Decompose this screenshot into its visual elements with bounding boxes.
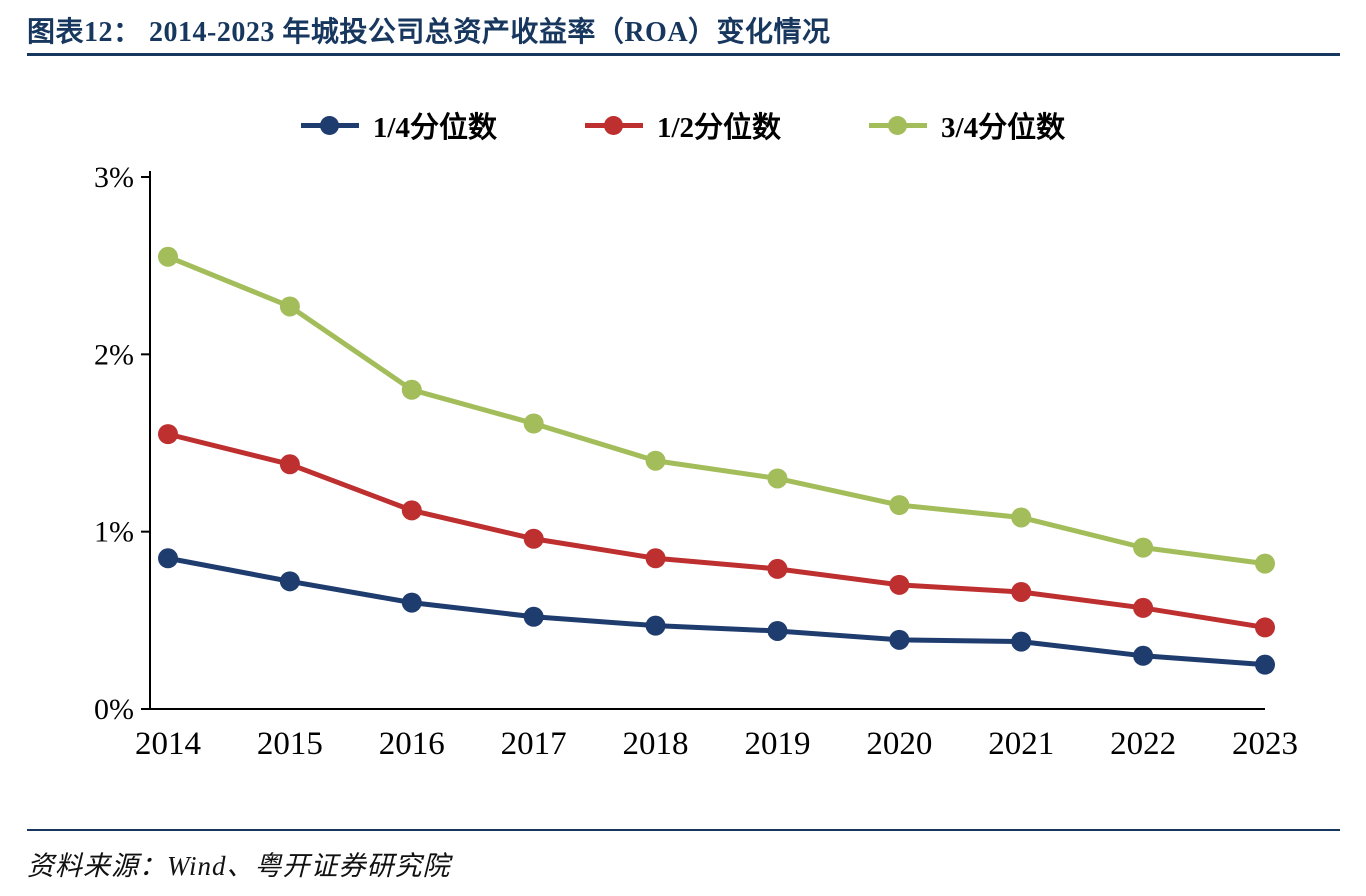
legend-dot-median xyxy=(603,116,623,135)
legend-label-median: 1/2分位数 xyxy=(656,112,782,144)
legend-label-q1: 1/4分位数 xyxy=(372,112,497,144)
data-point-3/4分位数-2020 xyxy=(889,495,910,516)
data-point-3/4分位数-2018 xyxy=(645,450,666,471)
x-tick-label: 2019 xyxy=(744,726,810,762)
footer-divider xyxy=(27,829,1340,831)
data-point-1/4分位数-2016 xyxy=(401,592,422,613)
x-tick-label: 2020 xyxy=(866,726,932,762)
chart-area: 0% 1% 2% 3% 2014 2015 2016 2017 2018 2019 2020 2021… xyxy=(60,161,1310,787)
data-point-3/4分位数-2015 xyxy=(279,296,300,317)
legend-marker-median-icon xyxy=(584,115,643,135)
y-tick-label: 1% xyxy=(94,516,134,549)
data-point-3/4分位数-2014 xyxy=(158,246,178,267)
data-point-1/2分位数-2017 xyxy=(523,528,544,549)
legend-label-q3: 3/4分位数 xyxy=(941,112,1066,144)
data-point-1/4分位数-2018 xyxy=(645,615,666,636)
legend-item-q1: 1/4分位数 xyxy=(300,104,497,146)
legend-marker-q1-icon xyxy=(300,115,359,135)
data-point-1/4分位数-2017 xyxy=(523,606,544,627)
data-point-3/4分位数-2016 xyxy=(401,379,422,400)
data-point-3/4分位数-2017 xyxy=(523,413,544,434)
x-tick-label: 2014 xyxy=(135,726,201,762)
data-point-1/4分位数-2023 xyxy=(1255,654,1275,675)
data-point-3/4分位数-2022 xyxy=(1133,537,1154,558)
legend-dot-q3 xyxy=(888,116,908,135)
y-tick-label: 3% xyxy=(94,162,134,194)
y-tick-label: 0% xyxy=(94,693,134,726)
x-tick-label: 2016 xyxy=(379,726,445,762)
x-tick-label: 2015 xyxy=(257,726,323,762)
data-point-1/2分位数-2015 xyxy=(279,454,300,475)
x-tick-label: 2023 xyxy=(1232,726,1298,762)
data-point-1/2分位数-2022 xyxy=(1133,597,1154,618)
data-point-1/4分位数-2022 xyxy=(1133,645,1154,666)
data-point-3/4分位数-2019 xyxy=(767,468,788,489)
title-divider xyxy=(27,53,1340,56)
data-point-1/4分位数-2020 xyxy=(889,629,910,650)
data-point-1/2分位数-2021 xyxy=(1011,581,1032,602)
data-point-3/4分位数-2021 xyxy=(1011,507,1032,528)
page-title: 图表12： 2014-2023 年城投公司总资产收益率（ROA）变化情况 xyxy=(27,17,831,48)
data-point-1/4分位数-2019 xyxy=(767,620,788,641)
y-tick-label: 2% xyxy=(94,338,134,371)
roa-line-chart: 0% 1% 2% 3% 2014 2015 2016 2017 2018 2019 2020 2021… xyxy=(94,161,1298,762)
data-point-1/2分位数-2016 xyxy=(401,500,422,521)
data-point-1/2分位数-2019 xyxy=(767,558,788,579)
x-tick-label: 2021 xyxy=(988,726,1054,762)
legend-item-q3: 3/4分位数 xyxy=(869,104,1065,146)
series-line-1/2分位数 xyxy=(165,431,1268,630)
series-line-1/4分位数 xyxy=(165,555,1268,668)
data-point-1/4分位数-2014 xyxy=(158,548,178,569)
x-tick-label: 2018 xyxy=(623,726,689,762)
data-point-1/2分位数-2014 xyxy=(158,424,178,445)
data-point-1/2分位数-2020 xyxy=(889,574,910,595)
legend-item-median: 1/2分位数 xyxy=(584,104,782,146)
legend-dot-q1 xyxy=(319,116,339,135)
x-tick-label: 2017 xyxy=(501,726,567,762)
source-note: 资料来源：Wind、粤开证券研究院 xyxy=(27,851,451,881)
chart-legend: 1/4分位数 1/2分位数 3/4分位数 xyxy=(0,104,1366,146)
x-tick-label: 2022 xyxy=(1110,726,1176,762)
data-point-1/2分位数-2023 xyxy=(1255,617,1275,638)
data-point-3/4分位数-2023 xyxy=(1255,553,1275,574)
legend-marker-q3-icon xyxy=(869,115,928,135)
series-line-3/4分位数 xyxy=(165,254,1268,567)
data-point-1/4分位数-2021 xyxy=(1011,631,1032,652)
data-point-1/2分位数-2018 xyxy=(645,548,666,569)
data-point-1/4分位数-2015 xyxy=(279,571,300,592)
